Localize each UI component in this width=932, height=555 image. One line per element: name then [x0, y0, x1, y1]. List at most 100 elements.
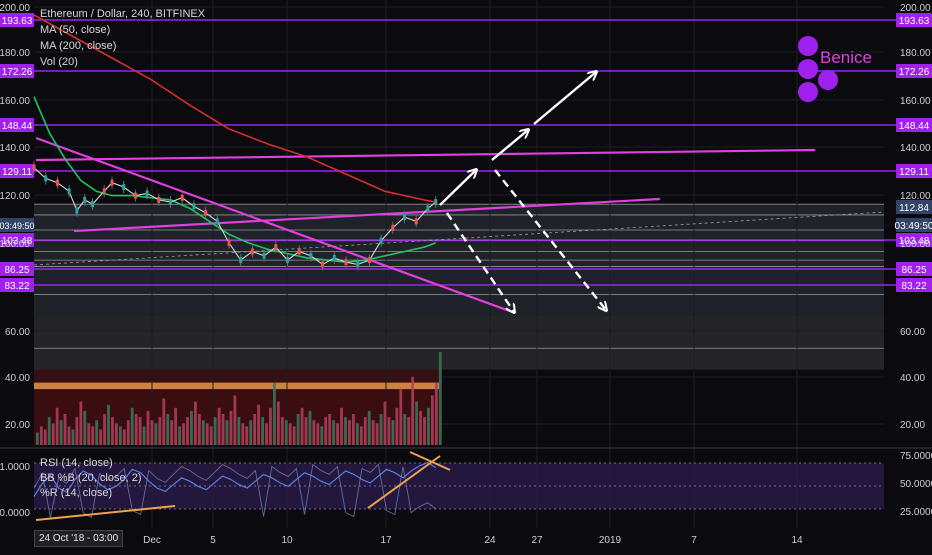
legend-ma200: MA (200, close) — [40, 40, 117, 52]
volume-bar — [355, 423, 359, 445]
volume-bar — [296, 414, 300, 445]
level-label-right: 129.11 — [899, 167, 929, 178]
price-tag-right-label: 112.84 — [899, 203, 929, 214]
x-tick-label: 14 — [791, 535, 803, 546]
volume-bar — [415, 401, 418, 445]
y-tick-label-right: 40.00 — [900, 373, 925, 384]
grid — [34, 0, 884, 528]
volume-bar — [154, 423, 158, 445]
volume-bar — [197, 414, 201, 445]
volume-bar — [324, 417, 328, 445]
candle-body — [332, 254, 336, 261]
osc-tick-right: 75.0000 — [900, 451, 932, 462]
level-label-left: 129.11 — [2, 167, 32, 178]
projection-arrow — [494, 169, 606, 310]
level-label-right: 172.26 — [899, 67, 930, 78]
volume-bar — [209, 426, 213, 445]
volume-bar — [332, 420, 336, 445]
volume-bar — [186, 417, 189, 445]
orange-trend-rsi-upper — [367, 455, 441, 509]
volume-bar — [194, 401, 197, 445]
volume-bar — [146, 410, 150, 445]
candle-body — [192, 203, 196, 210]
candle-body — [356, 261, 360, 268]
volume-bar — [300, 407, 304, 445]
legend-ma50: MA (50, close) — [40, 24, 111, 36]
y-tick-label-right: 60.00 — [900, 327, 925, 338]
volume-bar — [43, 429, 47, 445]
volume-bar — [205, 423, 209, 445]
volume-bar — [233, 395, 237, 445]
candle-body — [145, 190, 149, 197]
volume-bar — [51, 423, 55, 445]
candle-body — [91, 201, 94, 208]
osc-legend-rsi: RSI (14, close) — [40, 457, 113, 469]
volume-bar — [348, 420, 351, 445]
ma200-line — [33, 14, 436, 203]
y-tick-label-left: 120.00 — [0, 191, 30, 202]
candle-body — [403, 214, 406, 221]
candle-body — [227, 239, 231, 246]
volume-bar — [174, 407, 178, 445]
candle-body — [55, 179, 59, 186]
volume-bar — [95, 420, 99, 445]
volume-bar — [237, 417, 241, 445]
y-tick-label-left: 100.00 — [0, 239, 30, 250]
projection-arrow — [533, 72, 596, 125]
axes: Dec 5 10 17 24 27 2019 7 14 200.00 180.00 160.00 140… — [0, 3, 931, 546]
volume-bar — [213, 417, 217, 445]
volume-bar — [166, 414, 170, 445]
volume-bar — [59, 420, 63, 445]
volume-bar — [367, 410, 371, 445]
volume-bar — [103, 414, 106, 445]
brand-dot — [798, 36, 818, 56]
volume-bar — [111, 417, 114, 445]
candle-body — [309, 252, 313, 259]
trend-line-mid-channel — [73, 197, 661, 233]
volume-bar — [245, 426, 249, 445]
volume-bar — [395, 407, 399, 445]
volume-bar — [431, 395, 434, 445]
volume-bar — [67, 426, 71, 445]
candle-body — [414, 218, 418, 225]
x-tick-label: 27 — [531, 535, 543, 546]
level-tag-left — [0, 118, 34, 132]
y-tick-label-left: 160.00 — [0, 96, 30, 107]
candle-body — [297, 248, 301, 255]
current-price-line — [33, 211, 885, 266]
candle-body — [75, 207, 79, 214]
horizontal-levels: 193.63 193.63 172.26 172.26 148.44 148.44 129.… — [0, 13, 932, 292]
volume-bar — [150, 420, 154, 445]
level-tag-left — [0, 233, 34, 247]
level-tag-left — [0, 164, 34, 178]
volume-bar — [221, 414, 225, 445]
level-tag-right — [896, 262, 932, 276]
volume-bar — [130, 407, 134, 445]
volume-bar — [265, 423, 268, 445]
volume-bar — [241, 423, 245, 445]
volume-bar — [115, 423, 118, 445]
projection-arrow — [446, 212, 514, 312]
volume-bar — [379, 414, 383, 445]
level-label-left: 148.44 — [2, 121, 33, 132]
legend-vol: Vol (20) — [40, 56, 78, 68]
volume-bar — [352, 414, 355, 445]
candle-body — [102, 188, 106, 195]
level-tag-left — [0, 64, 34, 78]
level-label-right: 86.25 — [901, 265, 926, 276]
volume-bar — [387, 417, 391, 445]
osc-tick-right: 50.0000 — [900, 479, 932, 490]
volume-bar — [71, 429, 75, 445]
volume-bar — [399, 389, 403, 445]
x-tick-label: 17 — [380, 535, 392, 546]
x-tick-label: 7 — [691, 535, 697, 546]
volume-bar — [276, 401, 280, 445]
level-label-right: 103.48 — [899, 236, 930, 247]
osc-tick-left: 1.0000 — [0, 462, 30, 473]
volume-bar — [284, 420, 288, 445]
candle-body — [169, 199, 172, 206]
volume-bar — [182, 423, 185, 445]
level-tag-left — [0, 262, 34, 276]
trend-line-descending — [35, 136, 516, 315]
